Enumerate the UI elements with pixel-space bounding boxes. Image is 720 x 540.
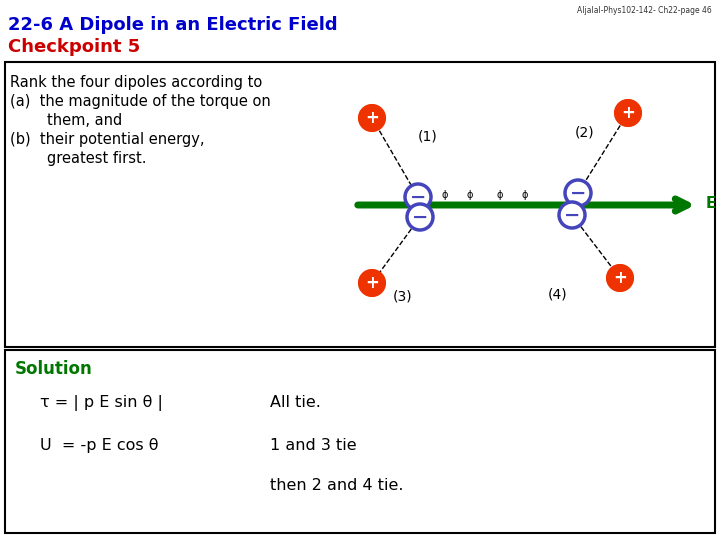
Circle shape — [405, 184, 431, 210]
Circle shape — [359, 270, 385, 296]
Text: +: + — [365, 274, 379, 292]
Text: Rank the four dipoles according to: Rank the four dipoles according to — [10, 75, 262, 90]
Circle shape — [559, 202, 585, 228]
Text: ϕ: ϕ — [522, 190, 528, 200]
Text: Solution: Solution — [15, 360, 93, 378]
Circle shape — [607, 265, 633, 291]
Circle shape — [407, 204, 433, 230]
Text: (a)  the magnitude of the torque on: (a) the magnitude of the torque on — [10, 94, 271, 109]
Text: (2): (2) — [575, 125, 595, 139]
Text: +: + — [621, 104, 635, 122]
Text: 1 and 3 tie: 1 and 3 tie — [270, 438, 356, 453]
Text: ϕ: ϕ — [497, 190, 503, 200]
Text: (b)  their potential energy,: (b) their potential energy, — [10, 132, 204, 147]
Text: τ = | p E sin θ |: τ = | p E sin θ | — [40, 395, 163, 411]
Text: −: − — [410, 187, 426, 206]
Text: (4): (4) — [548, 287, 567, 301]
Text: them, and: them, and — [10, 113, 122, 128]
Text: (3): (3) — [393, 290, 413, 304]
Circle shape — [615, 100, 641, 126]
Bar — [5, 62, 715, 347]
Text: All tie.: All tie. — [270, 395, 321, 410]
Text: +: + — [365, 109, 379, 127]
Text: −: − — [412, 207, 428, 226]
Text: then 2 and 4 tie.: then 2 and 4 tie. — [270, 478, 403, 493]
Circle shape — [359, 105, 385, 131]
Text: (1): (1) — [418, 130, 438, 144]
Text: 22-6 A Dipole in an Electric Field: 22-6 A Dipole in an Electric Field — [8, 16, 338, 34]
Text: ϕ: ϕ — [467, 190, 473, 200]
Circle shape — [565, 180, 591, 206]
Text: ϕ: ϕ — [442, 190, 449, 200]
Text: Aljalal-Phys102-142- Ch22-page 46: Aljalal-Phys102-142- Ch22-page 46 — [577, 6, 712, 15]
Text: U  = -p E cos θ: U = -p E cos θ — [40, 438, 158, 453]
Text: Checkpoint 5: Checkpoint 5 — [8, 38, 140, 56]
Text: greatest first.: greatest first. — [10, 151, 146, 166]
Text: +: + — [613, 269, 627, 287]
Text: E: E — [706, 195, 716, 211]
Text: −: − — [570, 184, 586, 202]
Bar — [5, 350, 715, 533]
Text: −: − — [564, 206, 580, 225]
